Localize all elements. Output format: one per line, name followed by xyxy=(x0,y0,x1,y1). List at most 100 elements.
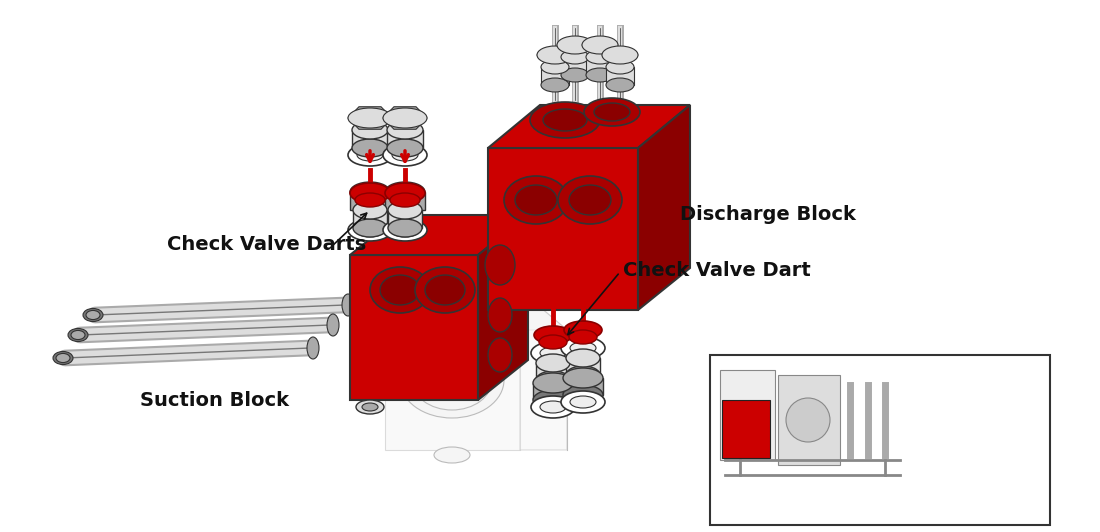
Polygon shape xyxy=(385,192,425,210)
Ellipse shape xyxy=(563,368,603,388)
Ellipse shape xyxy=(352,139,388,157)
Ellipse shape xyxy=(415,267,475,313)
Ellipse shape xyxy=(561,68,588,82)
Ellipse shape xyxy=(536,371,570,389)
Ellipse shape xyxy=(68,328,88,342)
Polygon shape xyxy=(720,370,775,460)
Ellipse shape xyxy=(561,337,605,359)
Ellipse shape xyxy=(434,447,470,463)
Polygon shape xyxy=(488,148,638,310)
Ellipse shape xyxy=(586,68,614,82)
Ellipse shape xyxy=(534,373,573,393)
Ellipse shape xyxy=(570,396,596,408)
Polygon shape xyxy=(350,192,390,210)
Ellipse shape xyxy=(541,78,569,92)
Ellipse shape xyxy=(536,354,570,372)
Ellipse shape xyxy=(488,338,512,372)
Ellipse shape xyxy=(606,60,634,74)
Polygon shape xyxy=(385,290,566,330)
Polygon shape xyxy=(383,107,427,129)
Ellipse shape xyxy=(594,103,630,121)
Ellipse shape xyxy=(569,330,597,344)
Ellipse shape xyxy=(531,396,575,418)
Ellipse shape xyxy=(504,176,568,224)
Ellipse shape xyxy=(515,185,557,215)
Ellipse shape xyxy=(485,245,515,285)
Polygon shape xyxy=(536,363,570,380)
Ellipse shape xyxy=(383,144,427,166)
Polygon shape xyxy=(561,57,588,75)
Ellipse shape xyxy=(582,36,618,54)
Ellipse shape xyxy=(353,201,387,219)
Polygon shape xyxy=(566,358,600,375)
Polygon shape xyxy=(350,255,478,400)
Ellipse shape xyxy=(342,294,354,316)
Polygon shape xyxy=(722,400,770,458)
Ellipse shape xyxy=(385,182,425,202)
Text: Discharge Block: Discharge Block xyxy=(680,205,856,225)
Ellipse shape xyxy=(488,298,512,332)
Ellipse shape xyxy=(390,223,419,237)
Ellipse shape xyxy=(566,349,600,367)
Ellipse shape xyxy=(307,337,319,359)
Ellipse shape xyxy=(350,182,390,202)
Ellipse shape xyxy=(530,102,600,138)
Ellipse shape xyxy=(358,149,383,161)
Polygon shape xyxy=(586,57,614,75)
Ellipse shape xyxy=(390,193,420,207)
Ellipse shape xyxy=(327,314,339,336)
Ellipse shape xyxy=(387,121,424,139)
Polygon shape xyxy=(606,67,634,85)
Ellipse shape xyxy=(586,50,614,64)
Polygon shape xyxy=(348,107,392,129)
Ellipse shape xyxy=(388,201,422,219)
Ellipse shape xyxy=(602,46,638,64)
Ellipse shape xyxy=(570,342,596,354)
Ellipse shape xyxy=(82,309,103,321)
Ellipse shape xyxy=(353,219,387,237)
Ellipse shape xyxy=(370,267,430,313)
Polygon shape xyxy=(352,130,388,148)
Polygon shape xyxy=(520,290,566,450)
Polygon shape xyxy=(388,210,422,228)
Polygon shape xyxy=(563,378,603,395)
Ellipse shape xyxy=(534,390,573,410)
Ellipse shape xyxy=(385,183,425,203)
Text: Check Valve Darts: Check Valve Darts xyxy=(167,236,366,254)
Ellipse shape xyxy=(543,109,587,131)
Polygon shape xyxy=(478,215,528,400)
Ellipse shape xyxy=(355,193,385,207)
Text: Suction Block: Suction Block xyxy=(140,390,289,410)
Ellipse shape xyxy=(383,219,427,241)
Ellipse shape xyxy=(348,108,392,128)
Ellipse shape xyxy=(56,353,70,362)
Ellipse shape xyxy=(356,400,384,414)
Ellipse shape xyxy=(72,330,85,339)
Ellipse shape xyxy=(584,98,640,126)
Ellipse shape xyxy=(540,401,566,413)
Polygon shape xyxy=(537,48,573,62)
Ellipse shape xyxy=(388,219,422,237)
Ellipse shape xyxy=(564,321,602,339)
Ellipse shape xyxy=(541,60,569,74)
Ellipse shape xyxy=(350,183,390,203)
Ellipse shape xyxy=(379,275,420,305)
Polygon shape xyxy=(488,105,690,148)
Polygon shape xyxy=(557,38,593,52)
Ellipse shape xyxy=(392,149,418,161)
Polygon shape xyxy=(541,67,569,85)
Text: Check Valve Dart: Check Valve Dart xyxy=(623,261,811,279)
Ellipse shape xyxy=(356,223,384,237)
Ellipse shape xyxy=(425,275,465,305)
Ellipse shape xyxy=(531,342,575,364)
Ellipse shape xyxy=(348,219,392,241)
Ellipse shape xyxy=(348,144,392,166)
Ellipse shape xyxy=(387,139,424,157)
Ellipse shape xyxy=(569,185,611,215)
Polygon shape xyxy=(385,290,520,450)
Ellipse shape xyxy=(786,398,830,442)
Ellipse shape xyxy=(561,50,588,64)
Ellipse shape xyxy=(539,335,566,349)
Ellipse shape xyxy=(534,326,572,344)
Ellipse shape xyxy=(557,36,593,54)
